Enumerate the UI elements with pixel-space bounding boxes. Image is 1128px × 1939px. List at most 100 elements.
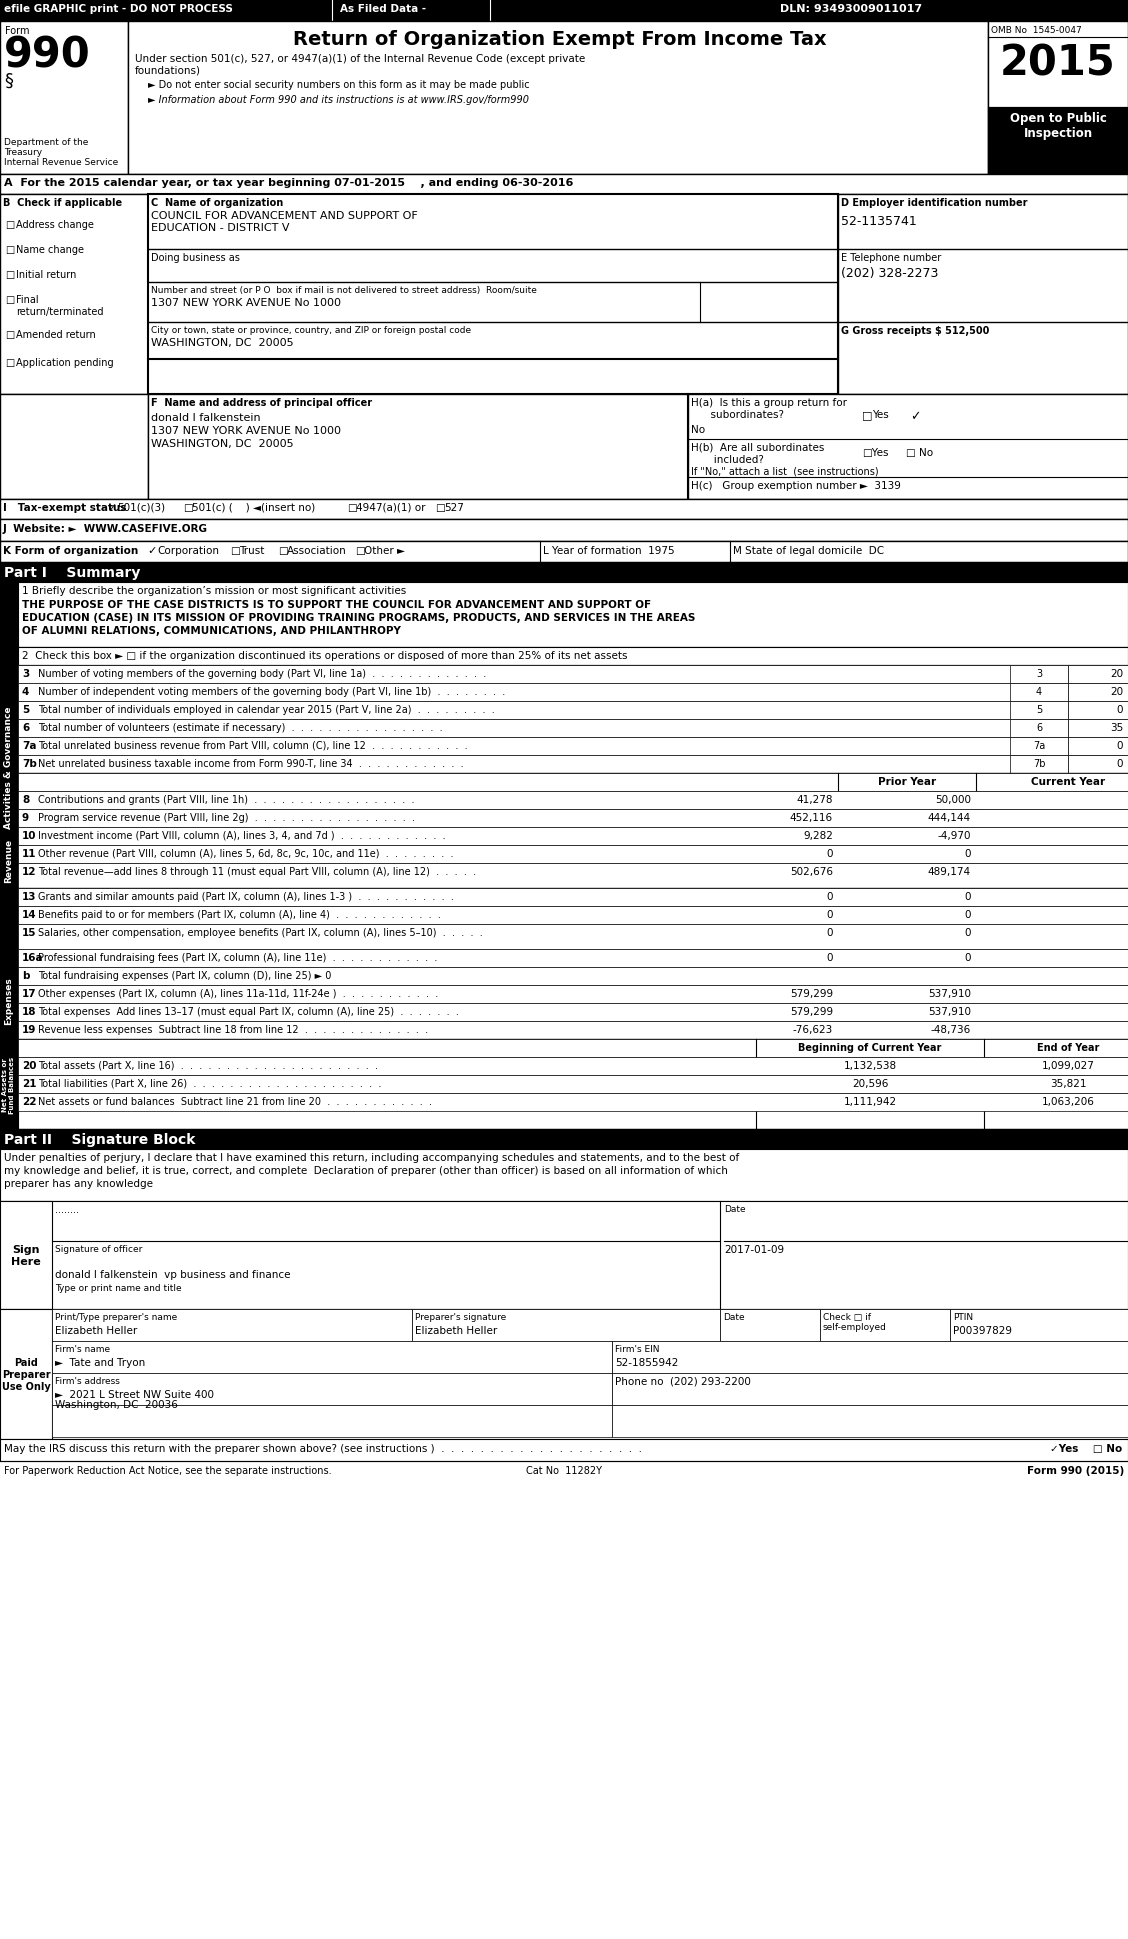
Text: □Yes: □Yes [862,448,889,458]
Text: Open to Public
Inspection: Open to Public Inspection [1010,112,1107,140]
Text: H(a)  Is this a group return for: H(a) Is this a group return for [691,397,847,407]
Text: Cat No  11282Y: Cat No 11282Y [526,1466,602,1476]
Text: Total number of volunteers (estimate if necessary)  .  .  .  .  .  .  .  .  .  .: Total number of volunteers (estimate if … [38,723,442,733]
Bar [52,1373,613,1406]
Text: 0: 0 [964,849,971,859]
Bar [1068,756,1128,774]
Text: 0: 0 [1117,758,1123,768]
Text: OF ALUMNI RELATIONS, COMMUNICATIONS, AND PHILANTHROPY: OF ALUMNI RELATIONS, COMMUNICATIONS, AND… [23,626,400,636]
Text: Elizabeth Heller: Elizabeth Heller [415,1326,497,1336]
Text: Signature of officer: Signature of officer [55,1245,142,1253]
Text: □: □ [277,545,288,556]
Text: preparer has any knowledge: preparer has any knowledge [5,1179,153,1189]
Text: I   Tax-exempt status: I Tax-exempt status [3,502,126,512]
Bar [18,1057,1128,1076]
Bar [148,196,838,396]
Text: 12: 12 [23,867,36,876]
Bar [18,756,1128,774]
Text: 4: 4 [1036,686,1042,696]
Text: 7a: 7a [1033,741,1046,750]
Text: 0: 0 [827,892,832,902]
Text: 502,676: 502,676 [790,867,832,876]
Text: donald l falkenstein  vp business and finance: donald l falkenstein vp business and fin… [55,1270,291,1280]
Bar [1010,702,1068,719]
Text: J  Website: ►  WWW.CASEFIVE.ORG: J Website: ► WWW.CASEFIVE.ORG [3,524,208,533]
Text: 4: 4 [23,686,29,696]
Bar [18,845,1128,863]
Text: 527: 527 [444,502,464,512]
Text: 0: 0 [964,952,971,962]
Bar [18,888,1128,907]
Text: §: § [5,72,14,89]
Text: □: □ [435,502,444,512]
Bar [52,1309,412,1342]
Text: Amended return: Amended return [16,330,96,339]
Text: G Gross receipts $ 512,500: G Gross receipts $ 512,500 [841,326,989,335]
Bar [18,811,1128,828]
Bar [0,196,148,396]
Bar [988,109,1128,175]
Text: Check □ if
self-employed: Check □ if self-employed [823,1313,887,1332]
Text: 0: 0 [827,909,832,919]
Text: Net unrelated business taxable income from Form 990-T, line 34  .  .  .  .  .  .: Net unrelated business taxable income fr… [38,758,464,768]
Text: □: □ [862,409,872,419]
Text: Doing business as: Doing business as [151,252,240,264]
Text: Revenue less expenses  Subtract line 18 from line 12  .  .  .  .  .  .  .  .  . : Revenue less expenses Subtract line 18 f… [38,1024,429,1035]
Text: Number of independent voting members of the governing body (Part VI, line 1b)  .: Number of independent voting members of … [38,686,505,696]
Text: Number of voting members of the governing body (Part VI, line 1a)  .  .  .  .  .: Number of voting members of the governin… [38,669,486,679]
Bar [988,21,1128,175]
Text: Paid
Preparer
Use Only: Paid Preparer Use Only [1,1357,51,1390]
Text: 18: 18 [23,1006,36,1016]
Text: 1,099,027: 1,099,027 [1041,1061,1094,1070]
Text: Benefits paid to or for members (Part IX, column (A), line 4)  .  .  .  .  .  . : Benefits paid to or for members (Part IX… [38,909,441,919]
Text: 20,596: 20,596 [852,1078,888,1088]
Text: 50,000: 50,000 [935,795,971,805]
Text: Current Year: Current Year [1031,778,1105,787]
Bar [0,1202,1128,1309]
Text: 52-1135741: 52-1135741 [841,215,917,229]
Text: Form 990 (2015): Form 990 (2015) [1026,1466,1123,1476]
Text: L Year of formation  1975: L Year of formation 1975 [543,545,675,556]
Bar [1010,737,1068,756]
Text: 2017-01-09: 2017-01-09 [724,1245,784,1255]
Text: Net assets or fund balances  Subtract line 21 from line 20  .  .  .  .  .  .  . : Net assets or fund balances Subtract lin… [38,1096,432,1107]
Text: Other ►: Other ► [364,545,405,556]
Text: 1307 NEW YORK AVENUE No 1000: 1307 NEW YORK AVENUE No 1000 [151,427,341,436]
Text: Address change: Address change [16,219,94,231]
Text: 0: 0 [964,927,971,938]
Text: Form: Form [5,25,29,37]
Text: 2015: 2015 [1001,43,1116,83]
Text: Total number of individuals employed in calendar year 2015 (Part V, line 2a)  . : Total number of individuals employed in … [38,704,495,715]
Bar [18,1022,1128,1039]
Bar [18,1004,1128,1022]
Text: ........: ........ [55,1204,79,1214]
Text: H(c)   Group exemption number ►  3139: H(c) Group exemption number ► 3139 [691,481,901,491]
Text: Sign
Here: Sign Here [11,1245,41,1266]
Text: □: □ [5,219,15,231]
Bar [18,737,1128,756]
Text: Trust: Trust [239,545,264,556]
Text: OMB No  1545-0047: OMB No 1545-0047 [992,25,1082,35]
Bar [0,1039,18,1128]
Text: □: □ [5,244,15,254]
Text: Print/Type preparer's name: Print/Type preparer's name [55,1313,177,1320]
Text: For Paperwork Reduction Act Notice, see the separate instructions.: For Paperwork Reduction Act Notice, see … [5,1466,332,1476]
Bar [18,925,1128,950]
Bar [18,719,1128,737]
Bar [18,828,1128,845]
Text: Total assets (Part X, line 16)  .  .  .  .  .  .  .  .  .  .  .  .  .  .  .  .  : Total assets (Part X, line 16) . . . . .… [38,1061,378,1070]
Text: ► Information about Form 990 and its instructions is at www.IRS.gov/form990: ► Information about Form 990 and its ins… [148,95,529,105]
Bar [838,196,1128,396]
Text: K Form of organization: K Form of organization [3,545,139,556]
Text: 1,111,942: 1,111,942 [844,1096,897,1107]
Text: ✓: ✓ [910,409,920,423]
Text: 41,278: 41,278 [796,795,832,805]
Text: included?: included? [691,456,764,465]
Text: 501(c) (    ) ◄(insert no): 501(c) ( ) ◄(insert no) [192,502,315,512]
Bar [1010,756,1068,774]
Text: ✓: ✓ [107,502,116,512]
Text: Total expenses  Add lines 13–17 (must equal Part IX, column (A), line 25)  .  . : Total expenses Add lines 13–17 (must equ… [38,1006,459,1016]
Text: 5: 5 [23,704,29,715]
Text: 4947(a)(1) or: 4947(a)(1) or [356,502,425,512]
Text: 35,821: 35,821 [1050,1078,1086,1088]
